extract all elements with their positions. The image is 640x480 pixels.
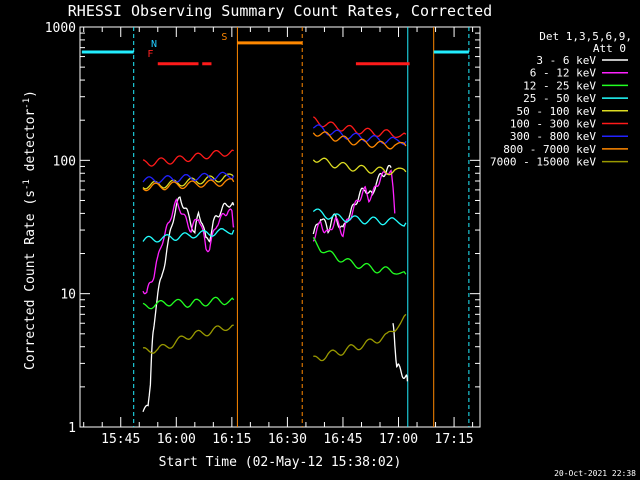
orbit-lines	[133, 27, 470, 427]
flag-letter: S	[221, 32, 227, 43]
x-axis-label: Start Time (02-May-12 15:38:02)	[159, 455, 402, 470]
series-line	[142, 324, 234, 354]
footer-timestamp: 20-Oct-2021 22:38	[554, 469, 636, 478]
x-tick-label: 17:00	[379, 432, 418, 447]
series-line	[142, 149, 234, 167]
y-tick-label: 10	[60, 288, 76, 303]
series-line	[312, 124, 407, 146]
y-axis-label-mid: detector	[23, 109, 38, 180]
legend-label: 25 - 50 keV	[523, 92, 596, 105]
plot-frame	[79, 26, 481, 428]
y-tick-label: 1	[68, 421, 76, 436]
legend-label: 12 - 25 keV	[523, 79, 596, 92]
series-line	[312, 208, 407, 227]
x-axis-ticks: 15:45 16:00 16:15 16:30 16:45 17:00 17:15	[83, 27, 474, 447]
legend-label: 300 - 800 keV	[510, 130, 596, 143]
x-tick-label: 16:30	[268, 432, 307, 447]
y-axis-label-main: Corrected Count Rate (s	[23, 190, 38, 370]
legend-label: 800 - 7000 keV	[503, 143, 596, 156]
legend-label: 3 - 6 keV	[536, 54, 596, 67]
x-tick-label: 16:00	[157, 432, 196, 447]
y-axis-label: Corrected Count Rate (s-1 detector-1)	[22, 90, 38, 370]
y-axis-label-sup-2: -1	[22, 98, 32, 109]
series-line	[142, 198, 235, 295]
series-line	[312, 164, 392, 235]
y-tick-label: 1000	[45, 21, 76, 36]
y-axis-label-end: )	[23, 90, 38, 98]
legend-label: 100 - 300 keV	[510, 118, 596, 131]
series-line	[142, 296, 235, 310]
x-tick-label: 15:45	[101, 432, 140, 447]
series-line	[392, 323, 409, 382]
series-line	[142, 171, 235, 184]
series-layer	[142, 116, 409, 413]
legend-label: 50 - 100 keV	[517, 105, 597, 118]
flag-letter: N	[151, 39, 157, 50]
y-axis-ticks: 1 10 100 1000	[45, 21, 480, 436]
series-line	[142, 228, 235, 243]
series-line	[312, 169, 396, 242]
series-line	[312, 237, 407, 275]
series-line	[312, 131, 407, 150]
flag-labels: NF S	[147, 32, 227, 60]
legend-label: 6 - 12 keV	[530, 67, 597, 80]
series-line	[313, 313, 407, 362]
series-line	[142, 178, 235, 192]
legend-label: 7000 - 15000 keV	[490, 156, 596, 169]
x-tick-label: 16:15	[212, 432, 251, 447]
series-line	[142, 196, 235, 413]
legend-header-line-1: Det 1,3,5,6,9,	[539, 30, 632, 43]
flag-letter: F	[147, 49, 153, 60]
chart-title: RHESSI Observing Summary Count Rates, Co…	[68, 2, 492, 20]
x-tick-label: 16:45	[323, 432, 362, 447]
legend-header-line-2: Att 0	[593, 42, 626, 55]
x-tick-label: 17:15	[435, 432, 474, 447]
flag-bars	[81, 41, 469, 66]
plot-border	[79, 26, 481, 428]
series-line	[312, 157, 407, 176]
y-axis-label-sup: -1	[22, 179, 32, 190]
y-tick-label: 100	[53, 154, 76, 169]
